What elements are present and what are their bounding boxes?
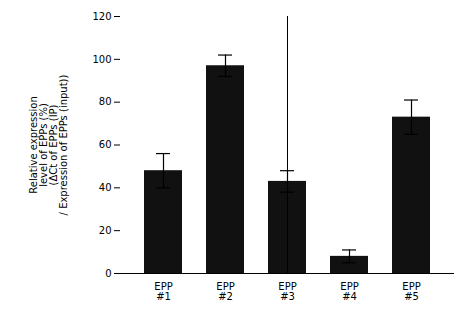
svg-text:120: 120 bbox=[92, 11, 111, 22]
svg-text:40: 40 bbox=[99, 182, 112, 193]
svg-text:EPP#4: EPP#4 bbox=[340, 281, 358, 302]
svg-text:EPP#5: EPP#5 bbox=[402, 281, 420, 302]
svg-text:100: 100 bbox=[92, 54, 111, 65]
svg-text:EPP#3: EPP#3 bbox=[278, 281, 296, 302]
svg-text:20: 20 bbox=[99, 225, 112, 236]
svg-text:0: 0 bbox=[105, 268, 111, 279]
svg-text:EPP#2: EPP#2 bbox=[216, 281, 234, 302]
svg-text:60: 60 bbox=[99, 139, 112, 150]
svg-text:80: 80 bbox=[99, 96, 112, 107]
svg-text:Relative expressionlevel of EP: Relative expressionlevel of EPPs (%)(ΔCt… bbox=[28, 74, 69, 215]
svg-text:EPP#1: EPP#1 bbox=[154, 281, 172, 302]
